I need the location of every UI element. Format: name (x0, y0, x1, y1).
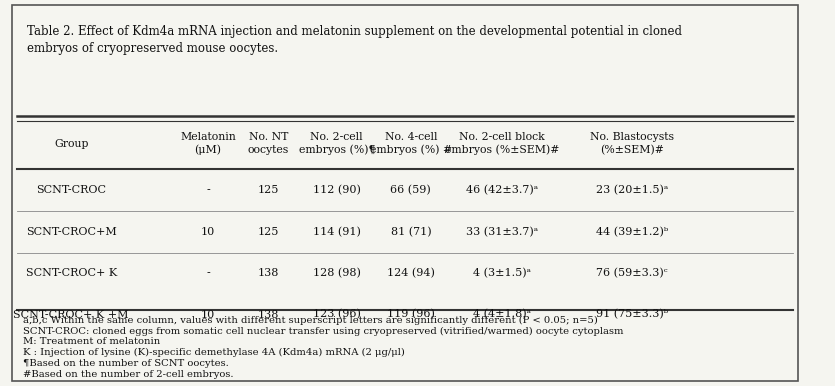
Text: Group: Group (54, 139, 89, 149)
Text: 91 (75±3.3)ᵇ: 91 (75±3.3)ᵇ (596, 310, 668, 320)
Text: SCNT-CROC: cloned eggs from somatic cell nuclear transfer using cryopreserved (v: SCNT-CROC: cloned eggs from somatic cell… (23, 327, 624, 336)
Text: SCNT-CROC+ K: SCNT-CROC+ K (26, 268, 117, 278)
Text: 10: 10 (201, 310, 215, 320)
Text: 23 (20±1.5)ᵃ: 23 (20±1.5)ᵃ (596, 185, 668, 195)
Text: K : Injection of lysine (K)-specific demethylase 4A (Kdm4a) mRNA (2 μg/μl): K : Injection of lysine (K)-specific dem… (23, 348, 405, 357)
Text: M: Treatment of melatonin: M: Treatment of melatonin (23, 337, 160, 346)
Text: 128 (98): 128 (98) (313, 268, 361, 278)
Text: SCNT-CROC: SCNT-CROC (36, 185, 106, 195)
Text: 46 (42±3.7)ᵃ: 46 (42±3.7)ᵃ (466, 185, 538, 195)
Text: 114 (91): 114 (91) (313, 227, 361, 237)
Text: No. 2-cell
embryos (%)¶: No. 2-cell embryos (%)¶ (299, 132, 375, 155)
Text: No. 2-cell block
embryos (%±SEM)#: No. 2-cell block embryos (%±SEM)# (444, 132, 559, 155)
Text: 125: 125 (258, 185, 279, 195)
Text: 4 (4±1.8)ᵃ: 4 (4±1.8)ᵃ (473, 310, 531, 320)
Text: No. 4-cell
embryos (%) #: No. 4-cell embryos (%) # (370, 132, 452, 155)
Text: 81 (71): 81 (71) (391, 227, 431, 237)
Text: 76 (59±3.3)ᶜ: 76 (59±3.3)ᶜ (596, 268, 668, 278)
Text: No. NT
oocytes: No. NT oocytes (248, 132, 289, 155)
Text: 112 (90): 112 (90) (313, 185, 361, 195)
Text: SCNT-CROC+ K +M: SCNT-CROC+ K +M (13, 310, 129, 320)
Text: 138: 138 (258, 310, 279, 320)
Text: Table 2. Effect of Kdm4a mRNA injection and melatonin supplement on the developm: Table 2. Effect of Kdm4a mRNA injection … (27, 25, 682, 55)
Text: 33 (31±3.7)ᵃ: 33 (31±3.7)ᵃ (466, 227, 538, 237)
Text: #Based on the number of 2-cell embryos.: #Based on the number of 2-cell embryos. (23, 370, 233, 379)
Text: 125: 125 (258, 227, 279, 237)
Text: 138: 138 (258, 268, 279, 278)
Text: 44 (39±1.2)ᵇ: 44 (39±1.2)ᵇ (596, 227, 668, 237)
Text: 119 (96): 119 (96) (387, 310, 435, 320)
Text: SCNT-CROC+M: SCNT-CROC+M (26, 227, 117, 237)
Text: No. Blastocysts
(%±SEM)#: No. Blastocysts (%±SEM)# (590, 132, 674, 155)
Text: ¶Based on the number of SCNT oocytes.: ¶Based on the number of SCNT oocytes. (23, 359, 229, 368)
Text: 10: 10 (201, 227, 215, 237)
Text: 66 (59): 66 (59) (391, 185, 431, 195)
Text: -: - (206, 268, 210, 278)
Text: Melatonin
(μM): Melatonin (μM) (180, 132, 235, 155)
Text: a,b,c Within the same column, values with different superscript letters are sign: a,b,c Within the same column, values wit… (23, 316, 598, 325)
Text: 4 (3±1.5)ᵃ: 4 (3±1.5)ᵃ (473, 268, 531, 278)
Text: -: - (206, 185, 210, 195)
Text: 124 (94): 124 (94) (387, 268, 435, 278)
FancyBboxPatch shape (13, 5, 798, 381)
Text: 123 (96): 123 (96) (313, 310, 361, 320)
